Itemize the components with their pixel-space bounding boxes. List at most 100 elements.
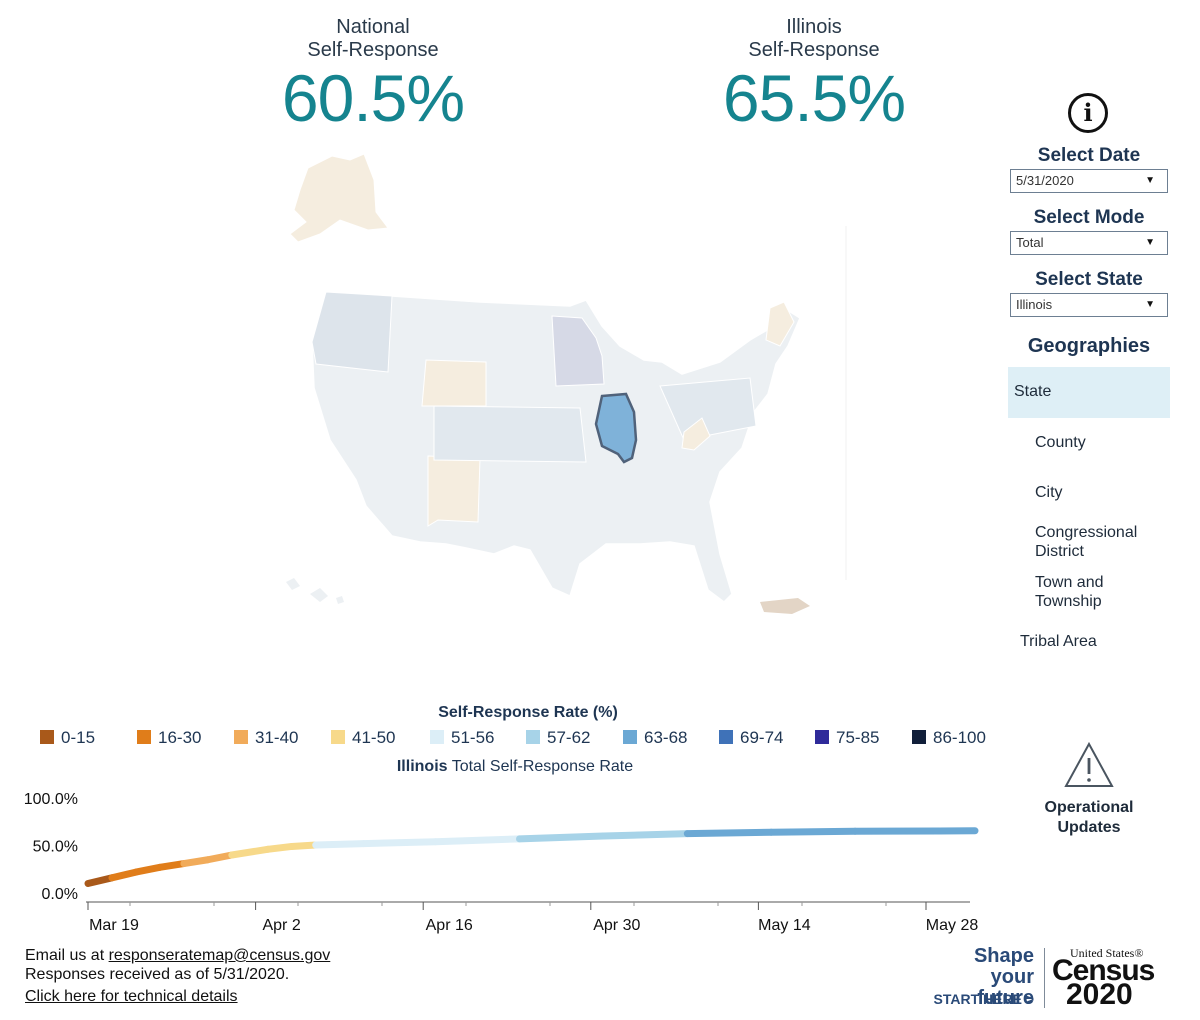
y-tick-label: 100.0% — [24, 791, 78, 808]
legend-swatch — [331, 730, 345, 744]
illinois-shape[interactable] — [594, 392, 638, 464]
trend-line-segment — [264, 842, 296, 853]
legend-swatch — [234, 730, 248, 744]
logo-census: Census — [1052, 954, 1155, 987]
x-tick-label: May 28 — [926, 917, 979, 934]
chart-title-rest: Total Self-Response Rate — [451, 758, 634, 775]
operational-updates-line2: Updates — [1057, 819, 1121, 836]
geography-town-and-township[interactable]: Town and Township — [1035, 574, 1104, 610]
legend-item: 86-100 — [912, 728, 986, 748]
legend-swatch — [526, 730, 540, 744]
legend-swatch — [719, 730, 733, 744]
chart-title: Illinois Total Self-Response Rate — [330, 758, 700, 776]
minnesota-shape[interactable] — [551, 315, 605, 387]
logo-divider — [1044, 948, 1045, 1008]
legend-item: 57-62 — [526, 728, 590, 748]
operational-updates-line1: Operational — [1044, 799, 1134, 816]
trend-line-segment — [84, 874, 116, 887]
national-rate-value: 60.5% — [281, 61, 465, 135]
trend-line-segment — [312, 840, 368, 849]
logo-shape-text: Shape — [973, 945, 1034, 967]
national-label-line1: National — [336, 16, 410, 38]
footer-tech: Click here for technical details — [25, 987, 238, 1006]
legend-label: 0-15 — [61, 728, 96, 747]
geography-county[interactable]: County — [1035, 434, 1086, 451]
state-select-value: Illinois — [1016, 297, 1053, 312]
logo-united-states: United States® — [1070, 946, 1144, 960]
geography-city[interactable]: City — [1035, 484, 1063, 501]
state-label-line2: Self-Response — [748, 39, 880, 61]
northeast-shape[interactable] — [659, 377, 757, 441]
us-map[interactable] — [280, 150, 860, 620]
geographies-title: Geographies — [1027, 335, 1151, 357]
legend-label: 86-100 — [933, 728, 986, 747]
trend-line-segment — [599, 830, 691, 840]
trend-line-segment — [683, 828, 775, 838]
select-mode-label: Select Mode — [1033, 207, 1145, 228]
info-icon[interactable]: i — [1068, 93, 1108, 133]
new-mexico-shape[interactable] — [427, 455, 481, 527]
x-tick-label: May 14 — [758, 917, 811, 934]
operational-updates[interactable]: Operational Updates — [1024, 798, 1154, 838]
legend-item: 75-85 — [815, 728, 879, 748]
legend-label: 51-56 — [451, 728, 495, 747]
legend-item: 41-50 — [331, 728, 395, 748]
legend-swatch — [430, 730, 444, 744]
national-self-response: National Self-Response 60.5% — [223, 16, 523, 132]
legend-item: 31-40 — [234, 728, 298, 748]
y-tick-label: 0.0% — [42, 886, 78, 903]
legend-label: 69-74 — [740, 728, 784, 747]
legend-label: 75-85 — [836, 728, 880, 747]
technical-details-link[interactable]: Click here for technical details — [25, 988, 238, 1005]
trend-line-segment — [767, 827, 859, 836]
legend-swatch — [40, 730, 54, 744]
legend-item: 51-56 — [430, 728, 494, 748]
geography-tribal-area[interactable]: Tribal Area — [1020, 633, 1097, 650]
trend-chart[interactable]: 100.0% 50.0% 0.0% Mar 19 Apr 2 Apr 16 Apr 30 Ma… — [0, 780, 1000, 940]
mode-select[interactable]: Total ▼ — [1010, 231, 1168, 255]
trend-line-segment — [108, 868, 140, 882]
trend-line-segment — [132, 863, 164, 876]
trend-line-segment — [180, 856, 212, 868]
puerto-rico-shape[interactable] — [760, 598, 810, 614]
legend-swatch — [137, 730, 151, 744]
plains-shape[interactable] — [433, 405, 587, 463]
select-date-label: Select Date — [1037, 145, 1141, 166]
legend-swatch — [623, 730, 637, 744]
west-virginia-shape[interactable] — [681, 417, 711, 451]
geography-state[interactable]: State — [1008, 367, 1170, 418]
x-tick-label: Apr 16 — [426, 917, 473, 934]
chevron-down-icon: ▼ — [1145, 299, 1155, 310]
trend-line-segment — [360, 838, 440, 848]
y-tick-label: 50.0% — [33, 839, 78, 856]
date-select[interactable]: 5/31/2020 ▼ — [1010, 169, 1168, 193]
state-rate-value: 65.5% — [722, 61, 906, 135]
x-tick-label: Mar 19 — [89, 917, 139, 934]
trend-line-segment — [204, 851, 236, 864]
legend-label: 63-68 — [644, 728, 688, 747]
legend-label: 57-62 — [547, 728, 591, 747]
maine-shape[interactable] — [765, 301, 795, 347]
trend-line-segment — [432, 835, 524, 846]
state-label-line1: Illinois — [786, 16, 842, 38]
alaska-shape[interactable] — [289, 153, 389, 243]
footer-email-prefix: Email us at — [25, 947, 109, 964]
national-label-line2: Self-Response — [307, 39, 439, 61]
state-select[interactable]: Illinois ▼ — [1010, 293, 1168, 317]
legend-label: 16-30 — [158, 728, 202, 747]
hawaii-shape[interactable] — [286, 578, 344, 604]
legend-item: 16-30 — [137, 728, 201, 748]
email-link[interactable]: responseratemap@census.gov — [108, 947, 331, 964]
legend-item: 63-68 — [623, 728, 687, 748]
logo-start-here[interactable]: START HERE > — [933, 991, 1034, 1007]
washington-oregon-shape[interactable] — [311, 291, 393, 373]
x-tick-label: Apr 2 — [262, 917, 300, 934]
census-logo[interactable]: Shape your future — [930, 946, 1034, 1009]
warning-icon[interactable] — [1063, 741, 1115, 789]
chart-title-state: Illinois — [396, 758, 448, 775]
mode-select-value: Total — [1016, 235, 1044, 250]
wyoming-shape[interactable] — [421, 359, 487, 407]
geography-congressional-district[interactable]: Congressional District — [1035, 524, 1138, 560]
state-self-response: Illinois Self-Response 65.5% — [664, 16, 964, 132]
legend-swatch — [912, 730, 926, 744]
